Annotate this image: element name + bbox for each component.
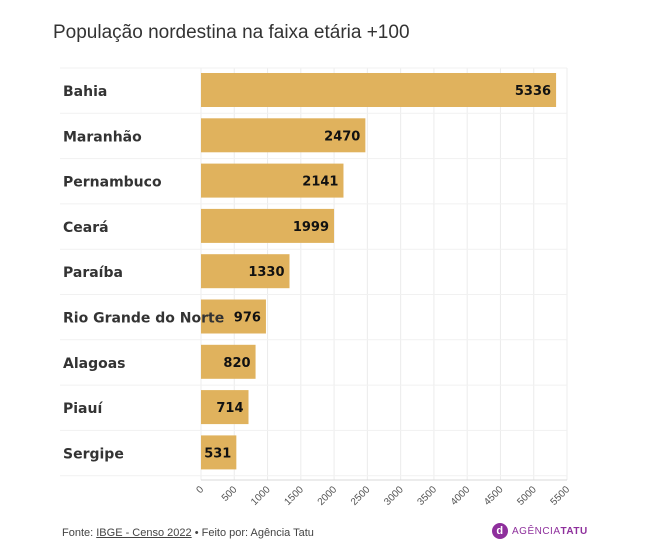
tick-label: 2500 (349, 484, 373, 508)
category-label: Paraíba (63, 265, 123, 281)
gridlines (60, 67, 568, 481)
bar (201, 344, 256, 379)
bar (201, 299, 266, 334)
data-label: 820 (223, 356, 250, 371)
data-label: 531 (204, 446, 231, 461)
tick-label: 1500 (282, 484, 306, 508)
source-link[interactable]: IBGE - Censo 2022 (96, 527, 192, 539)
bar (201, 208, 335, 243)
category-label: Maranhão (63, 129, 142, 145)
data-label: 714 (216, 401, 243, 416)
category-label: Sergipe (63, 446, 124, 462)
data-label: 976 (234, 311, 261, 326)
category-label: Pernambuco (63, 175, 162, 191)
logo-text-agencia: AGÊNCIA (512, 525, 561, 537)
bar (201, 390, 249, 425)
tick-label: 3000 (382, 484, 406, 508)
logo-text-tatu: TATU (560, 525, 588, 537)
category-label: Bahia (63, 84, 107, 100)
bars: 5336 2470 2141 1999 1330 976 820 714 531 (201, 73, 557, 470)
tick-label: 1000 (249, 484, 273, 508)
category-label: Alagoas (63, 356, 126, 372)
x-tick-labels: 0 500 1000 1500 2000 2500 3000 3500 4000 4500 5000… (194, 484, 572, 508)
tick-label: 2000 (316, 484, 340, 508)
bar (201, 254, 290, 289)
tick-label: 500 (220, 484, 240, 504)
category-labels: Bahia Maranhão Pernambuco Ceará Paraíba Rio G… (63, 84, 224, 462)
data-label: 2141 (302, 175, 338, 190)
bar (201, 163, 344, 198)
bar (201, 118, 366, 153)
data-label: 5336 (515, 84, 551, 99)
footer-source: Fonte: IBGE - Censo 2022 • Feito por: Ag… (62, 527, 314, 539)
tick-label: 4000 (449, 484, 473, 508)
data-label: 1999 (293, 220, 329, 235)
tick-label: 3500 (416, 484, 440, 508)
tatu-logo-icon: d (492, 523, 508, 539)
footer-prefix: Fonte: (62, 527, 97, 539)
data-label: 2470 (324, 129, 360, 144)
bar (201, 73, 557, 107)
agencia-tatu-logo: d AGÊNCIATATU (492, 523, 588, 539)
chart-title: População nordestina na faixa etária +10… (53, 22, 410, 43)
footer-suffix: • Feito por: Agência Tatu (191, 527, 314, 539)
data-label: 1330 (248, 265, 284, 280)
category-label: Ceará (63, 220, 109, 236)
tick-label: 0 (194, 484, 206, 496)
category-label: Rio Grande do Norte (63, 311, 224, 327)
bar (201, 435, 237, 470)
tick-label: 5500 (549, 484, 573, 508)
tick-label: 4500 (482, 484, 506, 508)
category-label: Piauí (63, 401, 103, 417)
tick-label: 5000 (515, 484, 539, 508)
